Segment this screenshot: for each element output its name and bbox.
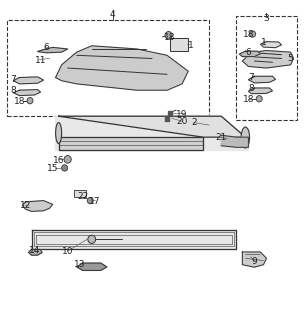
Text: 14: 14	[29, 246, 40, 255]
Polygon shape	[248, 88, 272, 94]
Circle shape	[88, 235, 96, 244]
Polygon shape	[13, 77, 43, 84]
Text: 1: 1	[261, 38, 266, 47]
Text: 18: 18	[14, 97, 25, 106]
Polygon shape	[261, 42, 282, 48]
Circle shape	[250, 31, 256, 37]
Text: 8: 8	[11, 86, 16, 95]
Text: 10: 10	[62, 247, 73, 257]
Polygon shape	[248, 76, 275, 83]
Polygon shape	[13, 90, 40, 96]
Polygon shape	[22, 201, 53, 212]
Text: 3: 3	[264, 14, 269, 23]
Polygon shape	[221, 135, 248, 147]
Polygon shape	[29, 250, 42, 255]
Bar	[170, 38, 188, 51]
Polygon shape	[242, 51, 294, 68]
Text: 15: 15	[47, 164, 58, 173]
Polygon shape	[59, 137, 203, 150]
Text: 6: 6	[44, 43, 50, 52]
Bar	[74, 190, 86, 197]
Polygon shape	[242, 252, 267, 267]
Text: 11: 11	[35, 56, 46, 65]
Ellipse shape	[56, 123, 62, 143]
Text: 17: 17	[89, 197, 101, 206]
Text: 4: 4	[110, 10, 116, 19]
Text: 21: 21	[216, 133, 227, 142]
Polygon shape	[77, 263, 107, 270]
Polygon shape	[59, 116, 245, 137]
Text: 12: 12	[20, 202, 31, 211]
Polygon shape	[37, 47, 68, 53]
Text: 6: 6	[246, 48, 251, 57]
Text: 20: 20	[176, 117, 188, 126]
Circle shape	[27, 98, 33, 104]
Polygon shape	[56, 116, 248, 150]
Circle shape	[64, 156, 71, 163]
Text: 1: 1	[188, 41, 194, 50]
Text: 18: 18	[164, 33, 176, 42]
Text: 2: 2	[191, 118, 197, 127]
Circle shape	[62, 165, 68, 171]
Text: 5: 5	[288, 54, 293, 63]
Text: 18: 18	[243, 30, 254, 39]
Circle shape	[256, 96, 262, 102]
Text: 7: 7	[11, 75, 16, 84]
Circle shape	[165, 32, 172, 39]
Text: 18: 18	[243, 95, 254, 104]
Polygon shape	[32, 230, 236, 249]
Polygon shape	[239, 51, 261, 57]
Circle shape	[87, 197, 93, 204]
Text: 8: 8	[249, 84, 254, 93]
Text: 13: 13	[74, 260, 85, 269]
Text: 19: 19	[176, 109, 188, 118]
Text: 9: 9	[251, 257, 257, 266]
Bar	[7, 20, 209, 116]
Text: 22: 22	[77, 192, 88, 201]
Ellipse shape	[241, 127, 250, 148]
Bar	[236, 16, 297, 120]
Text: 7: 7	[249, 73, 254, 82]
Polygon shape	[56, 46, 188, 90]
Text: 16: 16	[53, 156, 64, 164]
